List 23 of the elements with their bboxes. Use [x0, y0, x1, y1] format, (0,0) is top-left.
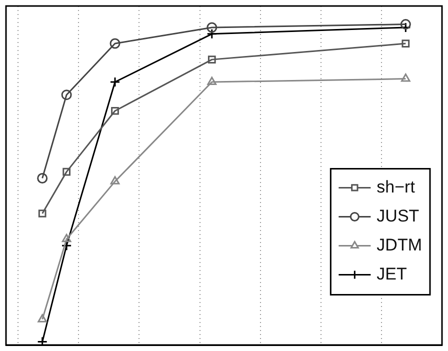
- point: [206, 22, 218, 33]
- point: [208, 56, 216, 64]
- point: [111, 106, 119, 115]
- point: [38, 314, 47, 322]
- point: [400, 22, 411, 33]
- legend-label: JDTM: [376, 235, 422, 254]
- point: [207, 76, 217, 86]
- point: [61, 90, 72, 100]
- point: [37, 172, 48, 184]
- point: [110, 76, 120, 88]
- point: [62, 168, 70, 176]
- point: [206, 28, 218, 40]
- point: [38, 210, 46, 218]
- point: [110, 38, 120, 49]
- point: [400, 19, 411, 30]
- point: [402, 40, 410, 48]
- legend-label: JUST: [376, 206, 420, 226]
- point: [401, 74, 410, 82]
- point: [110, 176, 120, 184]
- point: [62, 234, 72, 242]
- legend-label: JET: [376, 264, 407, 284]
- point: [37, 336, 48, 345]
- legend-label: sh−rt: [376, 177, 416, 196]
